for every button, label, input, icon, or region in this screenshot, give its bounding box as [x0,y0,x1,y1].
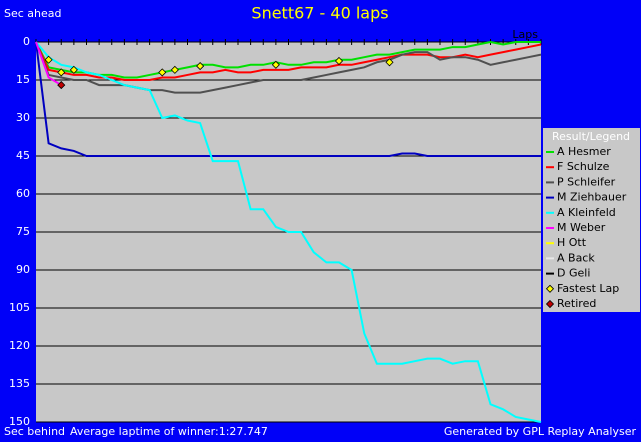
legend-label: H Ott [557,236,587,249]
series-line [35,40,541,79]
top-label: Sec ahead [4,7,62,20]
y-tick-label: 90 [16,263,30,276]
bottom-label: Sec behind [4,425,65,438]
series-line [35,41,62,86]
y-tick-label: 135 [9,377,30,390]
marker [334,56,344,66]
chart-title: Snett67 - 40 laps [251,4,388,23]
legend-label: Retired [557,297,596,310]
marker [57,81,66,90]
marker [271,60,280,69]
legend-label: A Hesmer [557,145,611,158]
y-tick-label: 45 [16,149,30,162]
y-tick-label: 120 [9,339,30,352]
marker [170,65,179,74]
legend-marker [545,299,555,309]
y-tick-label: 0 [23,35,30,48]
legend-box [543,128,640,312]
marker [385,58,394,67]
marker [69,65,78,74]
y-tick-label: 75 [16,225,30,238]
footer-left: Average laptime of winner:1:27.747 [70,425,268,438]
marker [158,68,167,77]
y-tick-label: 15 [16,73,30,86]
legend-label: A Kleinfeld [557,206,616,219]
y-tick-label: 30 [16,111,30,124]
legend-label: F Schulze [557,160,610,173]
y-tick-label: 60 [16,187,30,200]
series-line [35,41,542,94]
legend-title: Result/Legend [552,130,630,143]
y-tick-label: 150 [9,415,30,428]
marker [57,68,66,77]
legend-label: Fastest Lap [557,282,619,295]
marker [44,55,53,64]
series-line [35,41,541,157]
series-line [35,41,542,423]
legend-label: M Weber [557,221,606,234]
legend-marker [545,284,555,293]
y-tick-label: 105 [9,301,30,314]
x-axis-label: Laps [512,28,538,41]
marker [196,62,205,71]
footer-right: Generated by GPL Replay Analyser [444,425,637,438]
legend-label: P Schleifer [557,175,616,188]
legend-label: D Geli [557,267,590,280]
legend-label: A Back [557,251,595,264]
legend-label: M Ziehbauer [557,191,627,204]
